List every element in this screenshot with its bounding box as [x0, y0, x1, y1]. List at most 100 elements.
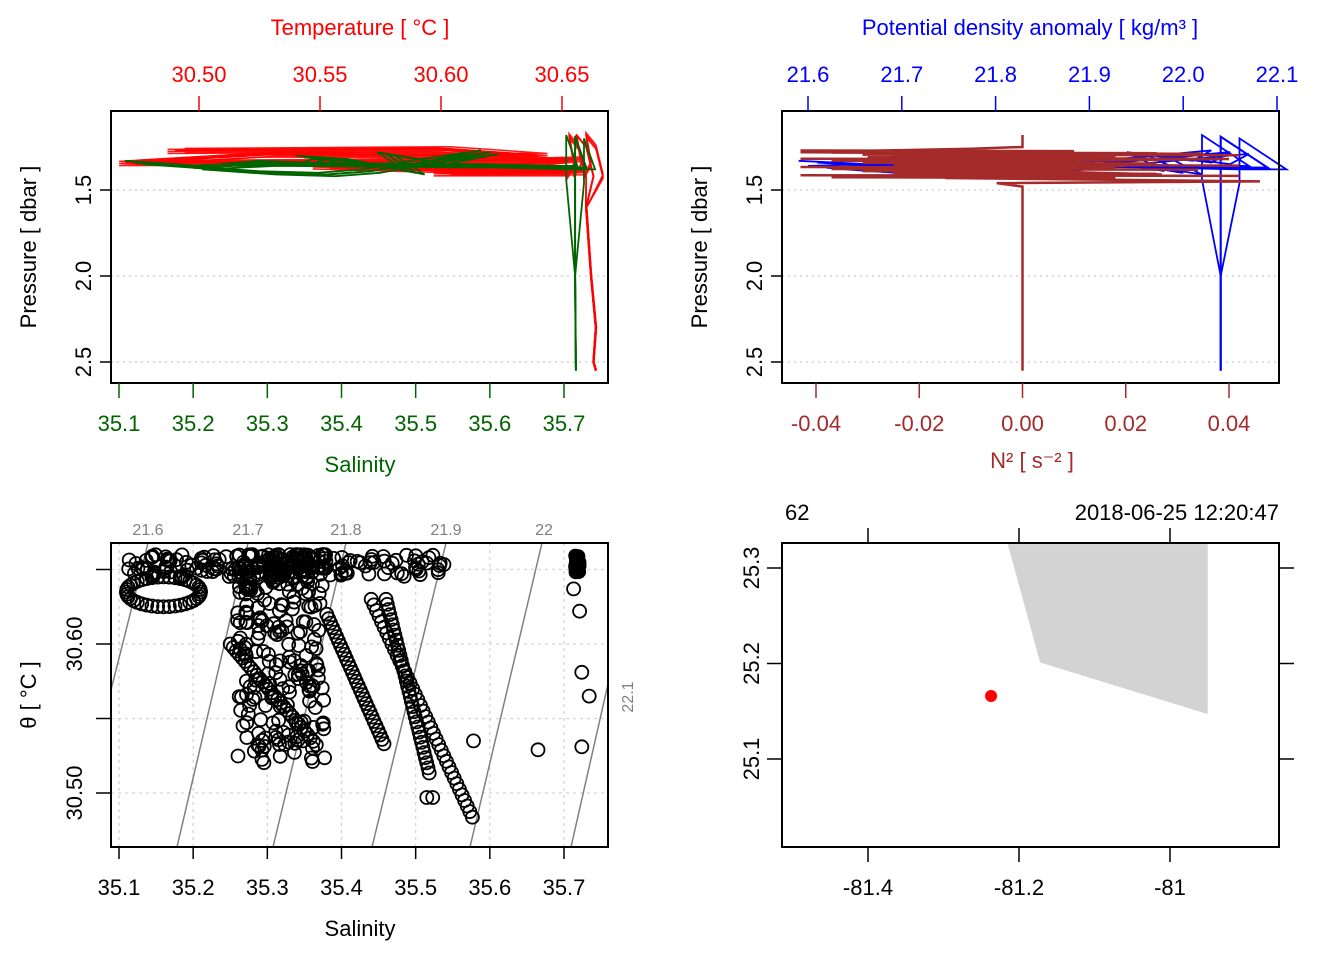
density-n2-frame — [781, 110, 1280, 384]
temperature-tick-label: 30.65 — [534, 62, 589, 87]
latitude-tick-label: 25.1 — [739, 738, 764, 781]
salinity-tick-label: 35.3 — [246, 411, 289, 436]
ts-point — [121, 552, 137, 568]
ts-point — [303, 599, 319, 615]
ts-point — [339, 565, 355, 581]
ts-point — [305, 733, 321, 749]
salinity-tick-label: 35.6 — [468, 875, 511, 900]
ts-point — [408, 561, 424, 577]
salinity-tick-label: 35.4 — [320, 875, 363, 900]
station-map-axes: -81.4 -81.2 -81 25.3 25.2 25.1 — [739, 528, 1294, 900]
ts-point — [298, 648, 314, 663]
ts-point — [388, 552, 404, 568]
ts-point — [530, 742, 546, 758]
ts-point — [242, 571, 258, 586]
ts-point — [192, 586, 208, 602]
pressure-tick-label: 1.5 — [71, 175, 96, 206]
ts-point — [307, 700, 323, 715]
ts-point — [281, 734, 297, 750]
longitude-tick-label: -81.4 — [843, 875, 893, 900]
ts-point — [161, 569, 177, 585]
n2-line — [893, 171, 1157, 176]
pressure-tick-label: 1.5 — [742, 175, 767, 206]
ts-point — [384, 555, 400, 571]
ts-point — [271, 732, 287, 748]
ts-point — [295, 614, 311, 630]
ts-point — [574, 739, 590, 755]
ts-point — [172, 571, 188, 586]
ts-point — [308, 641, 324, 656]
n2-line — [831, 159, 1075, 163]
ts-point — [230, 605, 246, 621]
salinity-tick-label: 35.7 — [543, 411, 586, 436]
n2-line — [893, 155, 1116, 159]
density-tick-label: 22.1 — [1256, 62, 1299, 87]
longitude-tick-label: -81 — [1154, 875, 1186, 900]
ts-point — [144, 570, 160, 586]
ts-point — [254, 742, 270, 758]
ts-diagram-axes: 35.1 35.2 35.3 35.4 35.5 35.6 35.7 30.50 30.60 21… — [62, 522, 637, 900]
ts-diagram-points — [119, 547, 597, 825]
n2-line — [800, 173, 1240, 178]
ts-point — [305, 740, 320, 756]
ts-point — [317, 750, 333, 766]
ts-point — [156, 569, 171, 585]
ts-profile-grid — [111, 189, 608, 363]
salinity-axis-title: Salinity — [325, 452, 396, 477]
n2-line — [831, 176, 1116, 180]
n2-line — [862, 169, 1075, 174]
pressure-tick-label: 2.5 — [71, 347, 96, 378]
ts-point — [333, 566, 349, 581]
isopycnal-label: 21.6 — [132, 522, 163, 539]
ts-diagram-panel: 35.1 35.2 35.3 35.4 35.5 35.6 35.7 30.50 30.60 21… — [16, 522, 637, 941]
ts-point — [291, 553, 307, 569]
ts-point — [384, 617, 400, 633]
density-tick-label: 21.8 — [974, 62, 1017, 87]
latitude-tick-label: 25.3 — [739, 547, 764, 590]
salinity-axis-title-2: Salinity — [325, 916, 396, 941]
temperature-line — [119, 135, 597, 371]
ts-point — [572, 603, 587, 619]
ts-point — [304, 576, 320, 592]
isopycnal-label: 21.7 — [232, 522, 263, 539]
ts-point — [250, 618, 266, 633]
ts-profile-series — [119, 130, 604, 371]
ts-point — [263, 570, 279, 586]
land-area — [1007, 544, 1208, 715]
ts-point — [566, 581, 581, 597]
land-polygon — [1007, 544, 1208, 715]
ts-profile-axes: 1.5 2.0 2.5 30.50 30.55 30.60 30.65 35.1 35.2 35.… — [71, 62, 590, 436]
station-marker-group — [985, 689, 998, 702]
ts-point — [250, 600, 266, 616]
ts-point — [233, 702, 249, 718]
temperature-axis-title: Temperature [ °C ] — [271, 15, 450, 40]
density-n2-axes: 1.5 2.0 2.5 21.6 21.7 21.8 21.9 22.0 22.1 -0.04 -0… — [742, 62, 1298, 436]
salinity-tick-label: 35.1 — [98, 875, 141, 900]
ts-point — [335, 558, 350, 574]
ts-point — [308, 737, 324, 753]
ts-point — [334, 550, 350, 565]
ts-point — [271, 567, 286, 582]
temperature-tick-label: 30.60 — [413, 62, 468, 87]
ts-point — [287, 735, 303, 751]
ts-point — [135, 561, 151, 577]
ts-point — [415, 740, 431, 755]
ts-point — [250, 586, 265, 601]
density-axis-title: Potential density anomaly [ kg/m³ ] — [862, 15, 1198, 40]
ts-point — [396, 568, 412, 584]
ts-point — [150, 599, 166, 614]
ts-point — [272, 748, 288, 764]
ts-point — [150, 569, 166, 585]
ts-point — [256, 644, 271, 659]
ts-point — [138, 553, 154, 568]
density-tick-label: 21.6 — [787, 62, 830, 87]
salinity-line — [142, 138, 597, 371]
n2-line — [862, 153, 1240, 157]
ts-point — [316, 692, 332, 708]
ts-point — [314, 578, 330, 593]
station-map-frame — [781, 542, 1280, 848]
ts-point — [272, 653, 288, 669]
ts-point — [318, 547, 334, 563]
ts-point — [178, 554, 194, 570]
salinity-tick-label: 35.5 — [394, 875, 437, 900]
